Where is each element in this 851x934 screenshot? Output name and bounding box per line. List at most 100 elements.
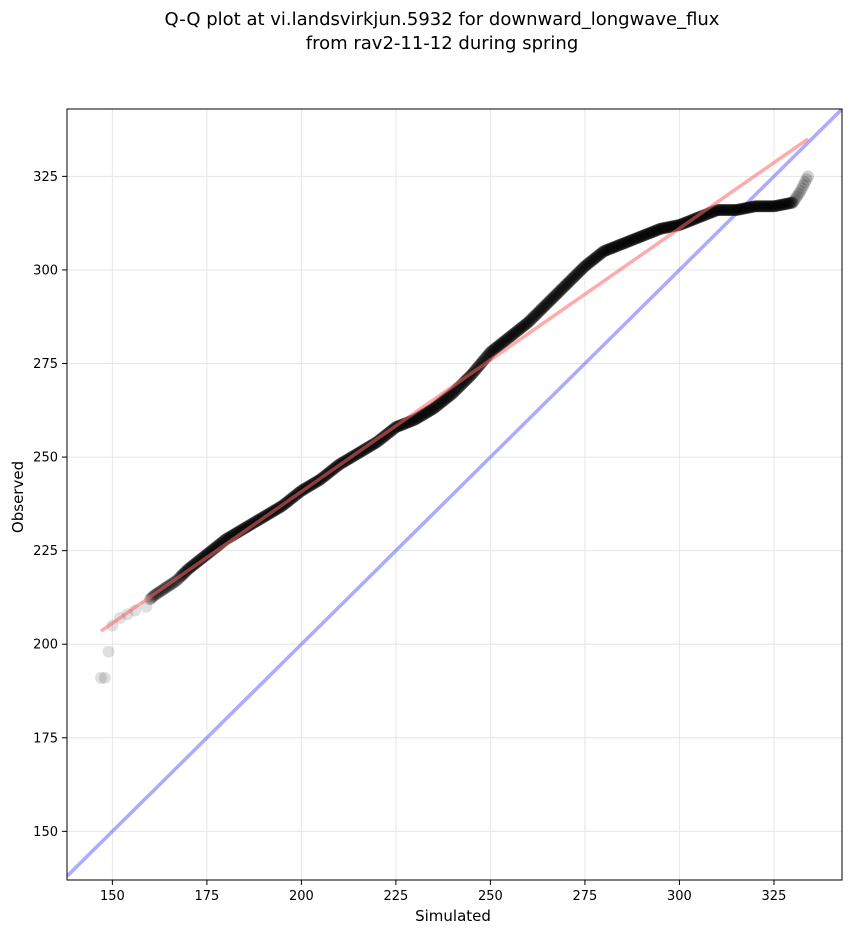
data-point [586, 254, 599, 267]
data-point [444, 388, 457, 401]
data-point [768, 200, 781, 213]
data-point [560, 278, 573, 291]
data-point [561, 277, 574, 290]
data-point [618, 236, 631, 249]
data-point [517, 320, 530, 333]
x-tick-label: 225 [383, 889, 408, 904]
data-point [416, 408, 429, 421]
data-point [546, 292, 559, 305]
data-point [775, 198, 788, 211]
x-axis: 150 175 200 225 250 275 300 325 [100, 880, 786, 904]
data-point [738, 202, 751, 215]
data-point [547, 290, 560, 303]
data-point [440, 392, 453, 405]
data-point [420, 406, 433, 419]
data-point [781, 197, 794, 210]
y-tick-label: 150 [33, 825, 58, 840]
data-point [635, 230, 648, 243]
data-point [552, 286, 565, 299]
data-point [418, 407, 431, 420]
data-point [512, 324, 525, 337]
data-point [778, 198, 791, 211]
data-point [487, 343, 500, 356]
data-point [723, 204, 736, 217]
fit-line [100, 137, 809, 633]
data-point [731, 203, 744, 216]
data-point [604, 242, 617, 255]
data-point [761, 200, 774, 213]
data-point [530, 307, 543, 320]
data-point [558, 280, 571, 293]
data-point [624, 234, 637, 247]
y-axis: 150 175 200 225 250 275 300 325 [33, 170, 67, 840]
data-point [609, 240, 622, 253]
data-point [555, 283, 568, 296]
data-point [492, 339, 505, 352]
data-point [424, 404, 437, 417]
data-point [484, 346, 497, 359]
data-point [751, 200, 764, 213]
data-point [413, 410, 426, 423]
data-point [493, 338, 506, 351]
data-point-faint [98, 671, 111, 684]
axes-frame [66, 108, 843, 881]
data-point [763, 200, 776, 213]
data-point [427, 402, 440, 415]
data-point [566, 272, 579, 285]
data-point [503, 331, 516, 344]
data-point [523, 315, 536, 328]
data-point [788, 194, 801, 207]
data-point [797, 179, 810, 192]
data-point [615, 238, 628, 251]
data-point [712, 204, 725, 217]
data-point [432, 398, 445, 411]
data-point [495, 337, 508, 350]
data-point [584, 255, 597, 268]
data-point [721, 204, 734, 217]
data-point [757, 200, 770, 213]
data-point [643, 227, 656, 240]
data-point [520, 317, 533, 330]
data-point [578, 260, 591, 273]
data-point [506, 328, 519, 341]
data-point [518, 319, 531, 332]
data-point [651, 224, 664, 237]
data-point [497, 336, 510, 349]
data-point [632, 231, 645, 244]
chart-title-line-1: Q-Q plot at vi.landsvirkjun.5932 for dow… [165, 9, 720, 30]
data-point [544, 294, 557, 307]
data-point [429, 401, 442, 414]
data-point [606, 241, 619, 254]
data-point [786, 196, 799, 209]
data-point [644, 226, 657, 239]
data-point [789, 192, 802, 205]
x-tick-label: 175 [194, 889, 219, 904]
data-point [654, 222, 667, 235]
chart-title-line-2: from rav2-11-12 during spring [306, 33, 579, 54]
x-tick-label: 150 [100, 889, 125, 904]
data-point [629, 232, 642, 245]
data-point [543, 295, 556, 308]
data-point [658, 221, 671, 234]
data-point [510, 325, 523, 338]
grid-lines [67, 109, 842, 880]
data-point [570, 268, 583, 281]
data-point [524, 313, 537, 326]
data-point [655, 222, 668, 235]
data-point [791, 190, 804, 203]
y-tick-label: 250 [33, 451, 58, 466]
data-point [752, 200, 765, 213]
data-point [554, 284, 567, 297]
data-point [441, 391, 454, 404]
data-point [741, 201, 754, 214]
data-point-faint [140, 600, 153, 613]
data-point [490, 341, 503, 354]
data-point [640, 228, 653, 241]
data-point [758, 200, 771, 213]
data-point [646, 225, 659, 238]
data-point [564, 274, 577, 287]
data-point [714, 204, 727, 217]
data-point [600, 244, 613, 257]
x-axis-label: Simulated [415, 907, 491, 925]
